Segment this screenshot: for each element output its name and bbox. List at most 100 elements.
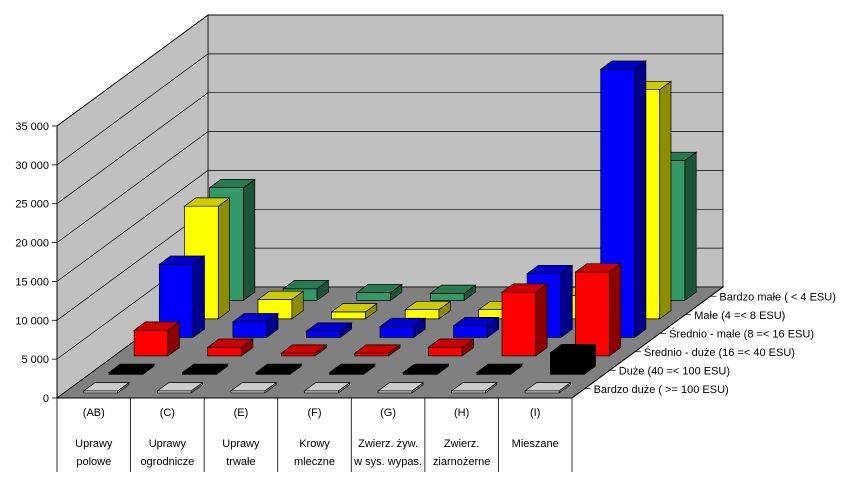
bar-top [156, 382, 204, 392]
bar-front [207, 347, 242, 357]
bar-front [331, 311, 366, 320]
bar-front [354, 352, 390, 357]
series-label: Średnio - małe (8 =< 16 ESU) [669, 327, 814, 340]
y-gridline [56, 92, 723, 204]
bar-top [599, 60, 647, 70]
category-code: (E) [234, 407, 249, 419]
bar-front [550, 352, 585, 375]
bar-top [524, 382, 572, 392]
category-code: (AB) [83, 407, 105, 419]
bar-side [243, 178, 256, 302]
bar-front [501, 291, 537, 357]
bar [303, 381, 351, 394]
category-label-line2: polowe [76, 456, 111, 468]
bar-side [192, 255, 205, 339]
y-gridline [56, 170, 723, 282]
bar [158, 255, 206, 339]
y-tick-label: 5 000 [21, 354, 49, 366]
bar [549, 343, 597, 376]
bar-top [402, 363, 450, 373]
bar-top [231, 313, 280, 323]
series-label: Średnio - duże (16 =< 40 ESU) [644, 346, 795, 359]
bar-top [158, 255, 206, 265]
bar-front [428, 347, 463, 357]
bar [427, 338, 475, 357]
y-gridlines [56, 14, 723, 360]
bar [156, 381, 204, 394]
category-code: (F) [307, 407, 321, 419]
y-tick-label: 25 000 [15, 199, 49, 211]
category-label-line1: Zwierz. [444, 438, 479, 450]
bar-top [280, 344, 328, 354]
bar-top [282, 280, 330, 290]
bar-front [356, 292, 391, 301]
bar [377, 381, 425, 394]
bar [107, 363, 156, 376]
bar [353, 344, 402, 357]
bar-top [328, 363, 376, 373]
bar-front [280, 352, 316, 357]
bar-side [217, 197, 230, 320]
y-tick-label: 15 000 [15, 276, 49, 288]
bar-front [429, 293, 465, 301]
series-depth-labels: Bardzo duże ( >= 100 ESU) Duże (40 =< 100… [584, 291, 836, 396]
category-label-line1: Uprawy [75, 438, 113, 450]
category-code: (C) [160, 407, 175, 419]
bar [229, 381, 278, 394]
category-code: (I) [530, 407, 540, 419]
bar-front [575, 271, 610, 357]
bar-top [452, 317, 500, 327]
category-label-line1: Krowy [299, 438, 330, 450]
bar [402, 363, 450, 376]
series-label: Bardzo małe ( < 4 ESU) [719, 291, 835, 303]
bar-top [305, 322, 353, 332]
bar [255, 363, 303, 376]
bar-top [330, 303, 378, 313]
bar [355, 283, 403, 302]
bar-top [526, 265, 574, 275]
bar [574, 263, 622, 357]
category-label-line2: mleczne [294, 456, 335, 468]
bar [452, 316, 500, 339]
category-code: (G) [380, 407, 396, 419]
series-label: Duże (40 =< 100 ESU) [619, 365, 730, 377]
category-label-line1: Uprawy [222, 438, 260, 450]
bar-top [500, 283, 549, 293]
bar-front [232, 321, 268, 338]
bar-top [574, 263, 622, 273]
bar-side [659, 80, 672, 320]
bar-side [535, 283, 548, 357]
bar-top [303, 382, 351, 392]
category-label-line2: ogrodnicze [140, 456, 194, 468]
bar-top [229, 382, 278, 392]
bar [524, 381, 572, 394]
bar-front [379, 326, 415, 338]
bar-top [206, 338, 254, 348]
bar [181, 363, 229, 376]
bars [82, 60, 698, 394]
depth-axis [571, 286, 724, 399]
bar-top [256, 290, 305, 300]
bar-top [404, 300, 452, 310]
category-table: (AB) Uprawy polowe (C) Uprawy ogrodnicze (E) Up… [56, 398, 573, 472]
bar-front [306, 330, 341, 338]
bar-top [181, 363, 229, 373]
y-gridline [56, 14, 723, 127]
category-label-line1: Mieszane [512, 438, 559, 450]
bar-top [429, 284, 477, 294]
bar [378, 317, 427, 339]
y-gridline [56, 131, 723, 243]
bar-side [634, 60, 647, 339]
bar [231, 312, 280, 339]
bar-side [609, 263, 622, 357]
bar [330, 302, 378, 320]
y-gridline [56, 53, 723, 166]
category-label-line1: Zwierz. żyw. [358, 438, 418, 450]
bar-top [133, 321, 181, 331]
category-label-line2: trwałe [226, 456, 255, 468]
category-label-line2: ziarnożerne [433, 456, 490, 468]
axes [56, 126, 724, 399]
y-tick-label: 10 000 [15, 315, 49, 327]
bar-top [183, 197, 231, 207]
